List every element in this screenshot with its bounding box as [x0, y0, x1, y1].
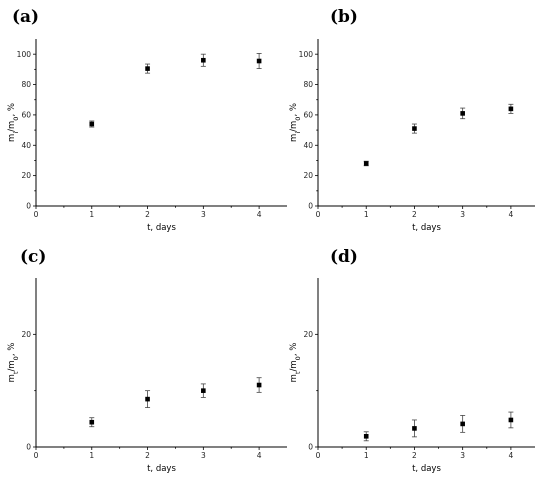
data-point	[412, 126, 417, 131]
y-axis-title-part: m	[289, 134, 299, 142]
y-axis-title-part: /m	[289, 121, 299, 132]
y-axis-title-part: /m	[7, 121, 17, 132]
y-tick-label: 100	[299, 50, 314, 59]
y-axis-title-part: , %	[289, 343, 299, 356]
x-tick-label: 2	[412, 451, 417, 460]
data-point	[460, 111, 465, 116]
data-point	[363, 161, 369, 166]
y-tick-label: 0	[26, 443, 31, 452]
y-tick-label: 20	[21, 171, 31, 180]
data-point	[256, 382, 262, 388]
y-tick-label: 80	[303, 80, 313, 89]
y-axis-title-part: t	[294, 371, 302, 374]
panel-label: (a)	[12, 7, 39, 27]
x-tick-label: 1	[364, 210, 369, 219]
x-tick-label: 0	[34, 210, 39, 219]
y-axis-title-part: 0	[294, 356, 302, 360]
x-tick-label: 3	[460, 210, 465, 219]
x-tick-label: 2	[145, 210, 150, 219]
y-axis-title-part: 0	[294, 117, 302, 121]
x-tick-label: 4	[508, 210, 513, 219]
y-tick-label: 60	[303, 111, 313, 120]
data-point	[145, 66, 150, 71]
x-tick-label: 3	[201, 451, 206, 460]
y-axis-title: mi/m0, %	[7, 103, 20, 142]
panel-label: (d)	[330, 247, 358, 267]
x-tick-label: 2	[145, 451, 150, 460]
data-point	[508, 106, 514, 112]
x-tick-label: 0	[34, 451, 39, 460]
y-tick-label: 40	[21, 141, 31, 150]
data-point	[508, 417, 514, 423]
data-point	[363, 433, 369, 439]
data-point	[412, 426, 417, 431]
y-tick-label: 20	[303, 171, 313, 180]
data-point	[89, 419, 95, 425]
y-axis-title: mt/m0, %	[289, 343, 302, 383]
y-axis-title-part: m	[7, 374, 17, 382]
data-point	[145, 396, 150, 402]
y-tick-label: 80	[21, 80, 31, 89]
y-tick-label: 0	[308, 443, 313, 452]
y-axis-title-part: t	[12, 371, 20, 374]
y-tick-label: 100	[17, 50, 32, 59]
data-point	[89, 121, 95, 127]
y-axis-title-part: i	[294, 132, 302, 134]
x-axis-title: t, days	[147, 223, 176, 233]
x-tick-label: 3	[201, 210, 206, 219]
x-tick-label: 4	[508, 451, 513, 460]
x-tick-label: 0	[316, 210, 321, 219]
x-tick-label: 1	[89, 210, 94, 219]
x-axis-title: t, days	[412, 464, 441, 474]
x-axis-title: t, days	[412, 223, 441, 233]
data-point	[201, 388, 206, 393]
y-axis-title-part: , %	[7, 343, 17, 356]
y-axis-title-part: i	[12, 132, 20, 134]
data-point	[256, 58, 262, 64]
panel-label: (c)	[20, 247, 46, 267]
x-tick-label: 1	[364, 451, 369, 460]
y-tick-label: 40	[303, 141, 313, 150]
y-tick-label: 20	[303, 330, 313, 339]
y-axis-title-part: 0	[12, 117, 20, 121]
y-axis-title-part: 0	[12, 356, 20, 360]
x-tick-label: 3	[460, 451, 465, 460]
y-axis-title-part: m	[7, 134, 17, 142]
x-tick-label: 1	[89, 451, 94, 460]
x-tick-label: 4	[257, 210, 262, 219]
y-tick-label: 60	[21, 111, 31, 120]
x-tick-label: 0	[316, 451, 321, 460]
y-tick-label: 0	[26, 202, 31, 211]
y-tick-label: 20	[21, 330, 31, 339]
x-axis-title: t, days	[147, 464, 176, 474]
y-tick-label: 0	[308, 202, 313, 211]
data-point	[201, 57, 206, 63]
y-axis-title-part: , %	[7, 103, 17, 116]
y-axis-title-part: /m	[289, 360, 299, 371]
y-axis-title: mt/m0, %	[7, 343, 20, 383]
panel-label: (b)	[330, 7, 358, 27]
x-tick-label: 4	[257, 451, 262, 460]
data-point	[460, 421, 465, 427]
y-axis-title-part: /m	[7, 360, 17, 371]
x-tick-label: 2	[412, 210, 417, 219]
y-axis-title-part: , %	[289, 103, 299, 116]
y-axis-title-part: m	[289, 374, 299, 382]
y-axis-title: mi/m0, %	[289, 103, 302, 142]
